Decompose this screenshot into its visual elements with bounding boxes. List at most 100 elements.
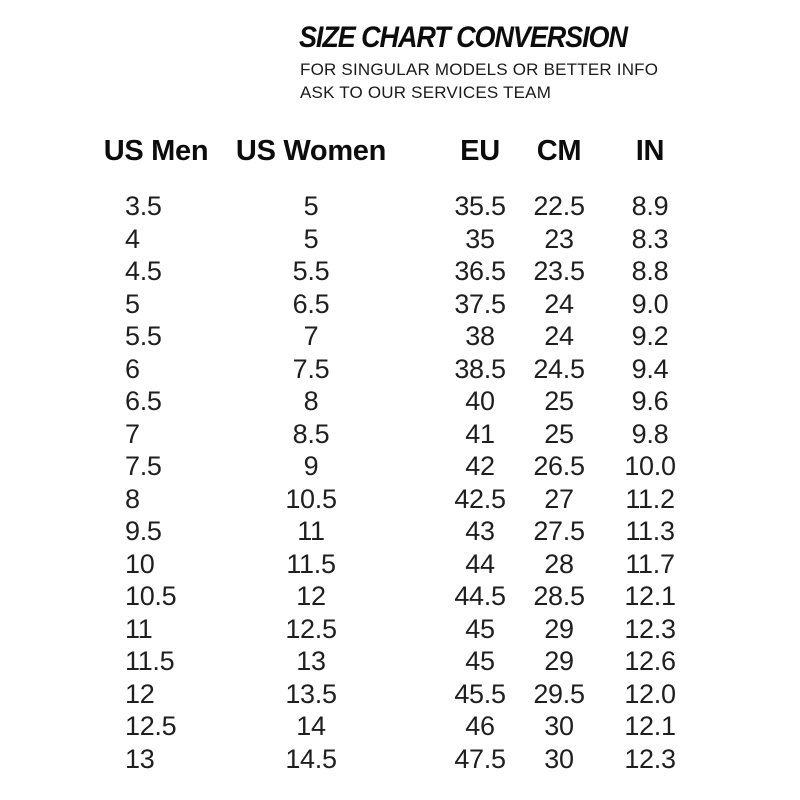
cell-cm: 30 xyxy=(544,711,574,741)
cell-us-men: 10.5 xyxy=(125,581,177,611)
cell-cm: 26.5 xyxy=(533,451,585,481)
cell-in: 11.3 xyxy=(625,516,675,546)
cell-us-women: 13 xyxy=(296,646,326,676)
cell-eu: 42 xyxy=(465,451,495,481)
cell-eu: 38.5 xyxy=(454,353,506,384)
cell-us-women: 12.5 xyxy=(285,613,337,644)
cell-in: 12.1 xyxy=(624,711,676,741)
cell-us-men: 3.5 xyxy=(125,191,162,221)
cell-us-men: 9.5 xyxy=(125,516,162,546)
cell-cm: 24.5 xyxy=(533,353,585,384)
cell-us-women: 14 xyxy=(296,711,326,741)
cell-us-women: 13.5 xyxy=(285,678,337,709)
size-table-body: 3.5 5 35.5 22.5 8.9 4 5 35 23 8.3 4.5 5.5 36.5 23.5 8.… xyxy=(80,190,720,775)
cell-us-women: 12 xyxy=(296,581,326,611)
column-header-us-men: US Men xyxy=(103,135,209,167)
cell-in: 8.3 xyxy=(631,223,669,254)
cell-us-men: 7 xyxy=(125,418,140,449)
cell-cm: 29 xyxy=(544,646,574,676)
column-header-eu: EU xyxy=(460,135,500,167)
cell-us-men: 11.5 xyxy=(125,646,175,676)
cell-us-men: 8 xyxy=(125,483,140,514)
cell-cm: 29 xyxy=(544,613,574,644)
table-row: 4 5 35 23 8.3 xyxy=(80,223,720,256)
cell-us-women: 5 xyxy=(303,191,319,221)
cell-in: 12.3 xyxy=(624,743,676,774)
cell-eu: 42.5 xyxy=(454,483,506,514)
cell-us-men: 13 xyxy=(125,743,155,774)
cell-us-women: 11 xyxy=(297,516,325,546)
cell-eu: 36.5 xyxy=(454,256,506,286)
table-row: 10.5 12 44.5 28.5 12.1 xyxy=(80,580,720,613)
cell-us-women: 7 xyxy=(303,321,319,351)
cell-eu: 47.5 xyxy=(454,743,506,774)
cell-us-women: 5 xyxy=(303,223,319,254)
cell-in: 9.2 xyxy=(631,321,669,351)
cell-us-women: 8 xyxy=(303,386,319,416)
page-subtitle: FOR SINGULAR MODELS OR BETTER INFO ASK T… xyxy=(300,58,658,104)
page-title: SIZE CHART CONVERSION xyxy=(299,21,628,54)
cell-us-women: 8.5 xyxy=(292,418,330,449)
table-row: 4.5 5.5 36.5 23.5 8.8 xyxy=(80,255,720,288)
cell-us-women: 6.5 xyxy=(292,288,330,319)
cell-in: 12.1 xyxy=(624,581,676,611)
cell-in: 9.4 xyxy=(631,353,669,384)
cell-in: 12.0 xyxy=(624,678,676,709)
cell-us-women: 11.5 xyxy=(286,548,336,579)
cell-in: 8.9 xyxy=(631,191,669,221)
table-row: 5 6.5 37.5 24 9.0 xyxy=(80,288,720,321)
cell-eu: 41 xyxy=(465,418,495,449)
cell-cm: 27 xyxy=(544,483,574,514)
cell-us-men: 10 xyxy=(125,548,155,579)
cell-in: 9.0 xyxy=(631,288,669,319)
cell-us-women: 7.5 xyxy=(292,353,330,384)
cell-us-men: 11 xyxy=(125,613,153,644)
cell-us-men: 7.5 xyxy=(125,451,162,481)
cell-eu: 45 xyxy=(465,646,495,676)
cell-cm: 27.5 xyxy=(533,516,585,546)
cell-us-men: 5.5 xyxy=(125,321,162,351)
cell-eu: 44 xyxy=(465,548,495,579)
cell-us-men: 6.5 xyxy=(125,386,162,416)
cell-us-men: 4 xyxy=(125,223,140,254)
cell-cm: 24 xyxy=(544,288,574,319)
cell-cm: 29.5 xyxy=(533,678,585,709)
cell-in: 12.3 xyxy=(624,613,676,644)
size-conversion-table: US Men US Women EU CM IN 3.5 5 35.5 22.5 8.9 4 5 35… xyxy=(80,132,720,775)
cell-eu: 40 xyxy=(465,386,495,416)
cell-cm: 24 xyxy=(544,321,574,351)
size-table-head-row: US Men US Women EU CM IN xyxy=(80,132,720,190)
cell-in: 9.6 xyxy=(631,386,669,416)
cell-us-men: 6 xyxy=(125,353,140,384)
cell-eu: 45 xyxy=(465,613,495,644)
cell-cm: 23.5 xyxy=(533,256,585,286)
cell-in: 11.2 xyxy=(625,483,675,514)
cell-eu: 44.5 xyxy=(454,581,506,611)
cell-cm: 23 xyxy=(544,223,574,254)
cell-us-women: 9 xyxy=(303,451,319,481)
cell-eu: 38 xyxy=(465,321,495,351)
cell-eu: 43 xyxy=(465,516,495,546)
table-row: 12.5 14 46 30 12.1 xyxy=(80,710,720,743)
cell-eu: 35.5 xyxy=(454,191,506,221)
cell-in: 8.8 xyxy=(631,256,669,286)
table-row: 6.5 8 40 25 9.6 xyxy=(80,385,720,418)
cell-cm: 22.5 xyxy=(533,191,585,221)
cell-eu: 35 xyxy=(465,223,495,254)
cell-us-men: 4.5 xyxy=(125,256,162,286)
cell-cm: 28.5 xyxy=(533,581,585,611)
column-header-in: IN xyxy=(635,135,665,167)
cell-in: 10.0 xyxy=(624,451,676,481)
cell-eu: 46 xyxy=(465,711,495,741)
table-row: 7.5 9 42 26.5 10.0 xyxy=(80,450,720,483)
subtitle-line-2: ASK TO OUR SERVICES TEAM xyxy=(300,83,552,102)
table-row: 5.5 7 38 24 9.2 xyxy=(80,320,720,353)
cell-us-women: 5.5 xyxy=(292,256,330,286)
table-row: 13 14.5 47.5 30 12.3 xyxy=(80,743,720,776)
cell-in: 12.6 xyxy=(624,646,676,676)
cell-cm: 25 xyxy=(544,418,574,449)
cell-in: 11.7 xyxy=(625,548,675,579)
column-header-us-women: US Women xyxy=(235,135,387,167)
cell-us-men: 5 xyxy=(125,288,140,319)
